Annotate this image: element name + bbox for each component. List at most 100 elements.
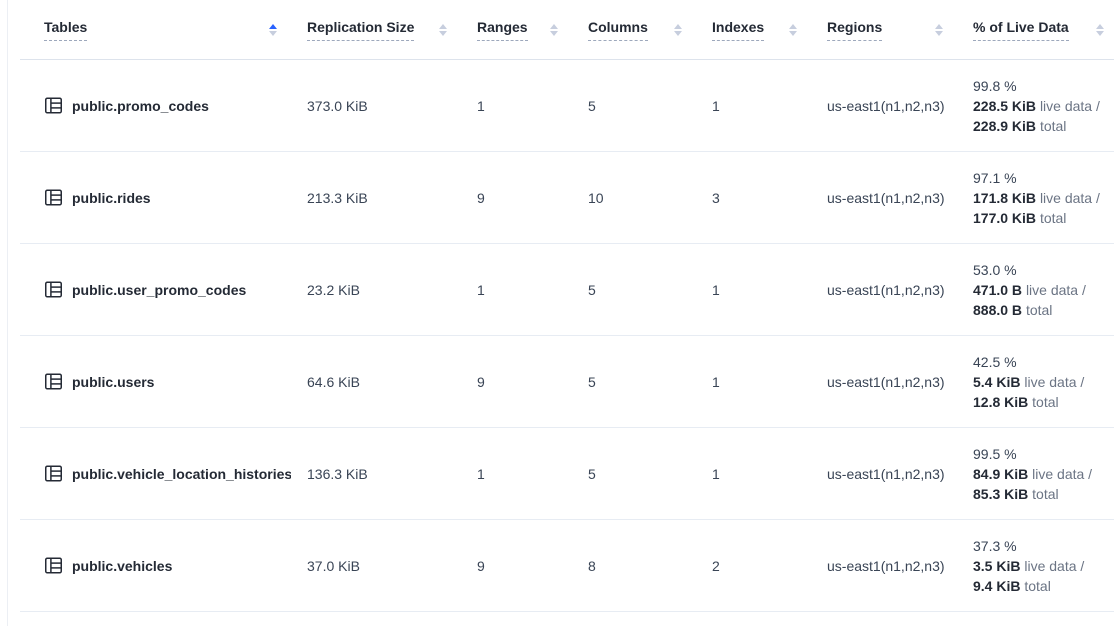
total-size-line: 177.0 KiB total [973, 209, 1067, 226]
sort-icon[interactable] [779, 23, 797, 36]
table-row[interactable]: public.vehicles 37.0 KiB 9 8 2 us-east1(… [20, 520, 1114, 612]
column-header-label: Replication Size [307, 19, 415, 41]
column-header-regions[interactable]: Regions [811, 0, 957, 59]
replication-size-cell: 64.6 KiB [307, 373, 360, 390]
total-size-line: 12.8 KiB total [973, 393, 1059, 410]
columns-cell: 8 [588, 557, 596, 574]
table-row[interactable]: public.vehicle_location_histories 136.3 … [20, 428, 1114, 520]
live-data-cell: 42.5 % 5.4 KiB live data / 12.8 KiB tota… [957, 352, 1114, 412]
replication-size-cell: 136.3 KiB [307, 465, 368, 482]
sort-desc-icon [935, 30, 943, 36]
indexes-cell: 1 [712, 373, 720, 390]
table-header-row: Tables Replication Size Ranges Columns I… [20, 0, 1114, 60]
column-header-replication-size[interactable]: Replication Size [291, 0, 461, 59]
sort-icon[interactable] [540, 23, 558, 36]
table-grid-icon [44, 372, 63, 391]
indexes-cell: 1 [712, 281, 720, 298]
regions-cell: us-east1(n1,n2,n3) [827, 97, 945, 114]
sort-icon[interactable] [664, 23, 682, 36]
live-size-line: 171.8 KiB live data / [973, 189, 1100, 206]
live-data-cell: 99.5 % 84.9 KiB live data / 85.3 KiB tot… [957, 444, 1114, 504]
replication-size-cell: 23.2 KiB [307, 281, 360, 298]
columns-cell: 5 [588, 281, 596, 298]
columns-cell: 5 [588, 373, 596, 390]
sort-asc-icon [439, 23, 447, 29]
column-header-label: Ranges [477, 19, 528, 41]
table-row[interactable]: public.users 64.6 KiB 9 5 1 us-east1(n1,… [20, 336, 1114, 428]
total-size-line: 888.0 B total [973, 301, 1053, 318]
column-header-label: Tables [44, 19, 88, 41]
indexes-cell: 3 [712, 189, 720, 206]
table-name-cell: public.users [20, 372, 291, 391]
sort-desc-icon [269, 30, 277, 36]
total-size-line: 85.3 KiB total [973, 485, 1059, 502]
live-percent: 99.5 % [973, 445, 1017, 462]
sort-icon[interactable] [925, 23, 943, 36]
table-row[interactable]: public.promo_codes 373.0 KiB 1 5 1 us-ea… [20, 60, 1114, 152]
ranges-cell: 1 [477, 465, 485, 482]
columns-cell: 5 [588, 465, 596, 482]
table-grid-icon [44, 280, 63, 299]
live-percent: 53.0 % [973, 261, 1017, 278]
column-header-label: Indexes [712, 19, 765, 41]
replication-size-cell: 37.0 KiB [307, 557, 360, 574]
table-grid-icon [44, 556, 63, 575]
table-grid-icon [44, 96, 63, 115]
total-size-line: 228.9 KiB total [973, 117, 1067, 134]
column-header-columns[interactable]: Columns [572, 0, 696, 59]
live-data-cell: 53.0 % 471.0 B live data / 888.0 B total [957, 260, 1114, 320]
sort-icon[interactable] [1086, 23, 1104, 36]
total-size-line: 9.4 KiB total [973, 577, 1051, 594]
sort-icon[interactable] [259, 23, 277, 36]
column-header-tables[interactable]: Tables [20, 0, 291, 59]
table-name-link[interactable]: public.vehicles [72, 557, 173, 574]
table-grid-icon [44, 188, 63, 207]
column-header-label: % of Live Data [973, 19, 1069, 41]
table-name-cell: public.vehicles [20, 556, 291, 575]
live-data-cell: 99.8 % 228.5 KiB live data / 228.9 KiB t… [957, 76, 1114, 136]
table-row[interactable]: public.user_promo_codes 23.2 KiB 1 5 1 u… [20, 244, 1114, 336]
ranges-cell: 1 [477, 97, 485, 114]
columns-cell: 10 [588, 189, 604, 206]
table-grid-icon [44, 464, 63, 483]
table-name-link[interactable]: public.rides [72, 189, 151, 206]
sort-desc-icon [1096, 30, 1104, 36]
sort-asc-icon [1096, 23, 1104, 29]
replication-size-cell: 373.0 KiB [307, 97, 368, 114]
indexes-cell: 2 [712, 557, 720, 574]
column-header-ranges[interactable]: Ranges [461, 0, 572, 59]
ranges-cell: 1 [477, 281, 485, 298]
table-name-link[interactable]: public.users [72, 373, 155, 390]
table-row[interactable]: public.rides 213.3 KiB 9 10 3 us-east1(n… [20, 152, 1114, 244]
regions-cell: us-east1(n1,n2,n3) [827, 373, 945, 390]
sort-desc-icon [550, 30, 558, 36]
sort-icon[interactable] [429, 23, 447, 36]
table-name-cell: public.promo_codes [20, 96, 291, 115]
sort-asc-icon [789, 23, 797, 29]
table-name-link[interactable]: public.vehicle_location_histories [72, 465, 291, 482]
live-data-cell: 37.3 % 3.5 KiB live data / 9.4 KiB total [957, 536, 1114, 596]
regions-cell: us-east1(n1,n2,n3) [827, 281, 945, 298]
live-size-line: 84.9 KiB live data / [973, 465, 1093, 482]
live-percent: 42.5 % [973, 353, 1017, 370]
table-name-link[interactable]: public.promo_codes [72, 97, 209, 114]
table-name-cell: public.user_promo_codes [20, 280, 291, 299]
column-header-live-data[interactable]: % of Live Data [957, 0, 1114, 59]
table-body: public.promo_codes 373.0 KiB 1 5 1 us-ea… [20, 60, 1114, 612]
indexes-cell: 1 [712, 97, 720, 114]
sort-desc-icon [674, 30, 682, 36]
live-size-line: 228.5 KiB live data / [973, 97, 1100, 114]
table-name-link[interactable]: public.user_promo_codes [72, 281, 247, 298]
regions-cell: us-east1(n1,n2,n3) [827, 189, 945, 206]
sort-asc-icon [550, 23, 558, 29]
table-name-cell: public.vehicle_location_histories [20, 464, 291, 483]
ranges-cell: 9 [477, 557, 485, 574]
ranges-cell: 9 [477, 373, 485, 390]
live-percent: 99.8 % [973, 77, 1017, 94]
live-size-line: 3.5 KiB live data / [973, 557, 1085, 574]
column-header-indexes[interactable]: Indexes [696, 0, 811, 59]
live-percent: 37.3 % [973, 537, 1017, 554]
regions-cell: us-east1(n1,n2,n3) [827, 465, 945, 482]
sort-asc-icon [674, 23, 682, 29]
sort-asc-icon [269, 23, 277, 29]
